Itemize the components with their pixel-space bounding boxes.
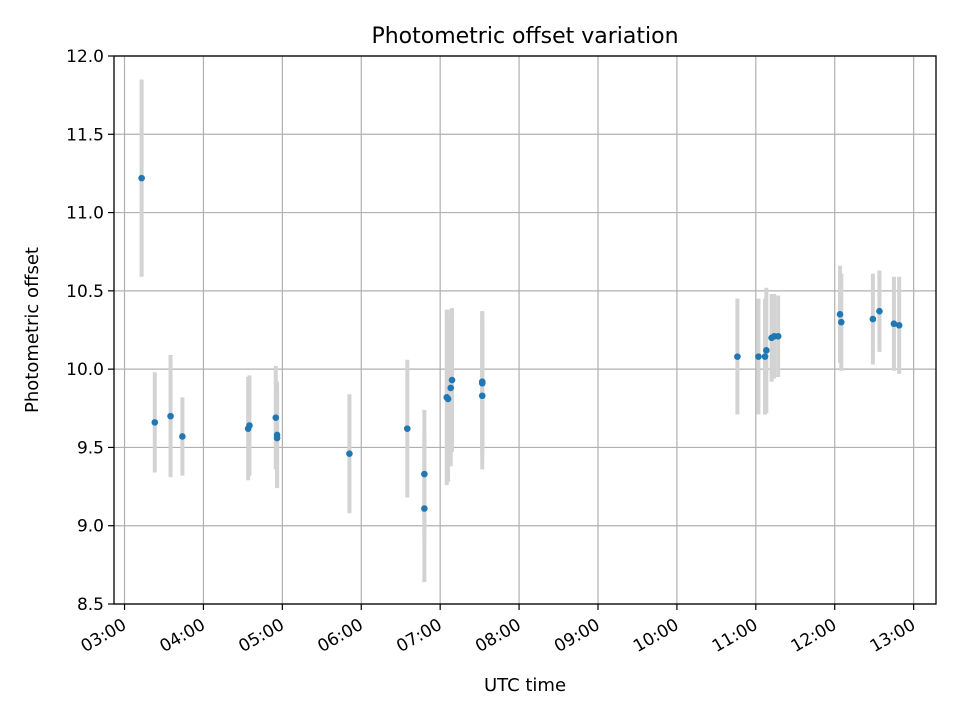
data-point: [478, 392, 486, 400]
y-tick-label: 10.0: [66, 360, 104, 380]
x-tick-label: 05:00: [235, 615, 287, 657]
x-tick-label: 07:00: [393, 615, 445, 657]
x-tick-label: 10:00: [630, 615, 682, 657]
data-point: [734, 353, 741, 360]
data-point: [478, 378, 486, 385]
data-point: [895, 322, 903, 329]
data-point: [167, 412, 174, 420]
data-point: [774, 332, 782, 340]
x-tick-label: 04:00: [156, 615, 208, 657]
y-tick-label: 9.0: [77, 517, 104, 537]
data-point: [273, 434, 281, 442]
y-tick-label: 12.0: [66, 47, 104, 67]
y-axis-label: Photometric offset: [22, 247, 43, 413]
data-point: [403, 425, 411, 432]
x-tick-label: 06:00: [314, 615, 366, 657]
data-point: [272, 414, 280, 421]
data-point: [890, 320, 898, 328]
data-point: [421, 505, 428, 512]
data-point: [755, 353, 762, 360]
x-tick-label: 09:00: [551, 615, 603, 657]
data-point: [151, 419, 159, 426]
x-tick-label: 12:00: [788, 615, 840, 657]
axis-ticks: 03:00 04:00 05:00 06:00 07:00 08:00 09:00 10:00…: [66, 47, 919, 657]
y-tick-label: 9.5: [77, 438, 104, 458]
data-point: [179, 433, 186, 440]
data-points: [138, 174, 903, 512]
data-point: [444, 395, 452, 403]
data-point: [836, 311, 844, 318]
data-point: [246, 422, 253, 429]
data-point: [876, 307, 883, 315]
x-tick-label: 03:00: [78, 615, 130, 657]
x-tick-label: 13:00: [867, 615, 919, 657]
y-tick-label: 11.0: [66, 204, 104, 224]
x-tick-label: 08:00: [472, 615, 524, 657]
y-tick-label: 10.5: [66, 282, 104, 302]
data-point: [421, 470, 428, 478]
x-axis-label: UTC time: [484, 675, 566, 696]
chart-title: Photometric offset variation: [371, 24, 678, 49]
data-point: [838, 318, 845, 326]
y-tick-label: 8.5: [77, 595, 104, 615]
data-point: [869, 315, 877, 323]
data-point: [346, 450, 353, 457]
x-tick-label: 11:00: [709, 615, 761, 657]
data-point: [761, 353, 769, 360]
y-tick-label: 11.5: [66, 125, 104, 145]
grid: [114, 55, 936, 605]
plot-frame: [113, 55, 937, 605]
error-bars: [139, 79, 902, 583]
data-point: [447, 384, 454, 392]
data-point: [763, 347, 770, 354]
data-point: [448, 376, 456, 384]
data-point: [138, 174, 145, 182]
